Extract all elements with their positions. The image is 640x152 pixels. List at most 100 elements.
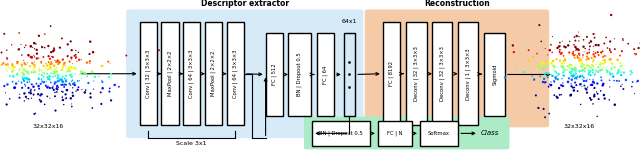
Point — [71, 56, 81, 59]
Point — [606, 14, 616, 16]
Point — [21, 63, 31, 66]
Point — [557, 65, 567, 68]
Point — [25, 65, 35, 67]
Point — [27, 56, 37, 58]
Point — [36, 83, 46, 85]
Point — [605, 62, 616, 64]
Point — [582, 86, 593, 88]
Point — [41, 84, 51, 87]
Point — [2, 58, 12, 60]
Point — [615, 54, 625, 57]
Point — [554, 73, 564, 75]
Point — [12, 74, 22, 76]
Point — [42, 95, 52, 97]
Point — [60, 62, 70, 64]
Point — [27, 56, 37, 59]
Point — [76, 70, 86, 73]
Point — [2, 49, 12, 51]
Point — [34, 57, 44, 59]
FancyBboxPatch shape — [365, 9, 549, 127]
Point — [578, 69, 588, 71]
Point — [596, 51, 606, 54]
Point — [96, 103, 106, 105]
Point — [79, 91, 90, 94]
Point — [589, 82, 599, 84]
Point — [52, 70, 62, 72]
Point — [569, 86, 579, 89]
Point — [593, 93, 603, 95]
Point — [557, 72, 568, 74]
Point — [588, 81, 598, 83]
Point — [67, 58, 77, 60]
Point — [554, 87, 564, 89]
Point — [623, 42, 634, 45]
Point — [63, 70, 73, 73]
Point — [557, 67, 568, 69]
Point — [72, 89, 83, 91]
Point — [24, 91, 34, 94]
Point — [45, 81, 56, 84]
Point — [586, 98, 596, 101]
Point — [27, 83, 37, 86]
Point — [17, 82, 27, 84]
Point — [566, 83, 576, 85]
Bar — [458, 22, 478, 125]
Point — [587, 68, 597, 70]
Point — [630, 53, 640, 55]
Point — [569, 44, 579, 46]
Point — [14, 69, 24, 72]
Bar — [266, 33, 283, 116]
Point — [575, 75, 586, 77]
Point — [618, 39, 628, 41]
Point — [610, 48, 620, 50]
Point — [55, 78, 65, 80]
Point — [35, 94, 45, 97]
Point — [584, 69, 594, 72]
Point — [24, 81, 35, 83]
Point — [69, 82, 79, 84]
Point — [541, 66, 551, 68]
Point — [106, 99, 116, 102]
Point — [543, 54, 553, 56]
Point — [103, 60, 113, 63]
Point — [51, 61, 61, 63]
Point — [23, 76, 33, 79]
Point — [568, 67, 579, 70]
Point — [61, 97, 72, 99]
Point — [588, 60, 598, 63]
Point — [59, 103, 69, 106]
Point — [67, 92, 77, 94]
Point — [50, 95, 60, 97]
Point — [0, 62, 8, 64]
Point — [589, 59, 599, 61]
Point — [598, 84, 608, 87]
Point — [559, 62, 570, 65]
Point — [579, 64, 589, 66]
Point — [9, 87, 19, 89]
Point — [585, 66, 595, 68]
Point — [555, 59, 565, 62]
Point — [582, 57, 593, 60]
Point — [573, 48, 583, 51]
Point — [579, 39, 589, 41]
Point — [582, 65, 593, 67]
Point — [36, 79, 46, 81]
Point — [538, 81, 548, 83]
Point — [50, 70, 60, 73]
Point — [43, 77, 53, 80]
Point — [575, 103, 586, 106]
Point — [627, 85, 637, 88]
Point — [568, 86, 578, 89]
Point — [577, 75, 588, 77]
Point — [564, 40, 575, 43]
Point — [22, 97, 32, 100]
Point — [591, 63, 602, 65]
Point — [23, 54, 33, 56]
Point — [114, 86, 124, 88]
Point — [58, 76, 68, 78]
Point — [566, 85, 577, 87]
Point — [0, 33, 10, 35]
Point — [46, 51, 56, 53]
Point — [5, 68, 15, 70]
Point — [637, 72, 640, 74]
